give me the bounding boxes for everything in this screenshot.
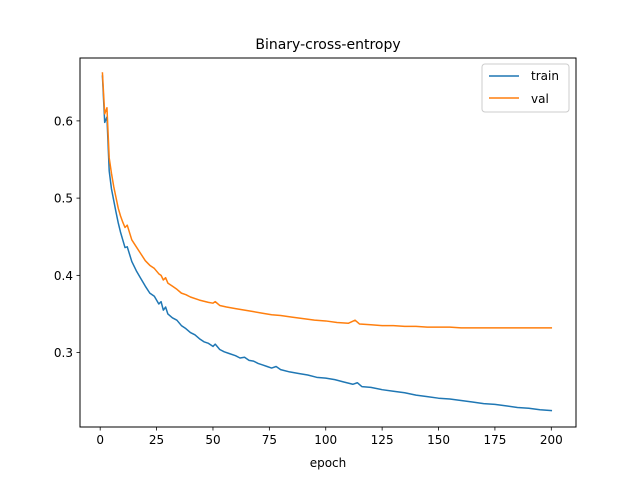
series-line-train [101, 75, 553, 412]
legend: train val [481, 63, 570, 113]
legend-val-label: val [531, 92, 549, 106]
y-tick-label: 0.3 [54, 346, 73, 360]
chart-title: Binary-cross-entropy [255, 37, 400, 53]
x-tick-label: 125 [371, 433, 394, 447]
x-tick-label: 0 [96, 433, 104, 447]
y-tick-label: 0.4 [54, 269, 73, 283]
series-line-val [101, 72, 553, 329]
legend-train-label: train [531, 69, 559, 83]
plot-lines [101, 72, 553, 412]
x-tick-label: 50 [205, 433, 220, 447]
x-tick-label: 175 [483, 433, 506, 447]
x-axis-label: epoch [310, 456, 347, 470]
x-tick-label: 25 [149, 433, 164, 447]
x-tick-label: 75 [262, 433, 277, 447]
y-tick-label: 0.5 [54, 192, 73, 206]
plot-frame [79, 57, 577, 428]
x-tick-label: 200 [540, 433, 563, 447]
x-tick-label: 100 [314, 433, 337, 447]
y-axis-ticks: 0.3 0.4 0.5 0.6 [54, 114, 80, 360]
x-axis-ticks: 0 25 50 75 100 125 150 175 200 [96, 427, 563, 447]
y-tick-label: 0.6 [54, 114, 73, 128]
x-tick-label: 150 [427, 433, 450, 447]
